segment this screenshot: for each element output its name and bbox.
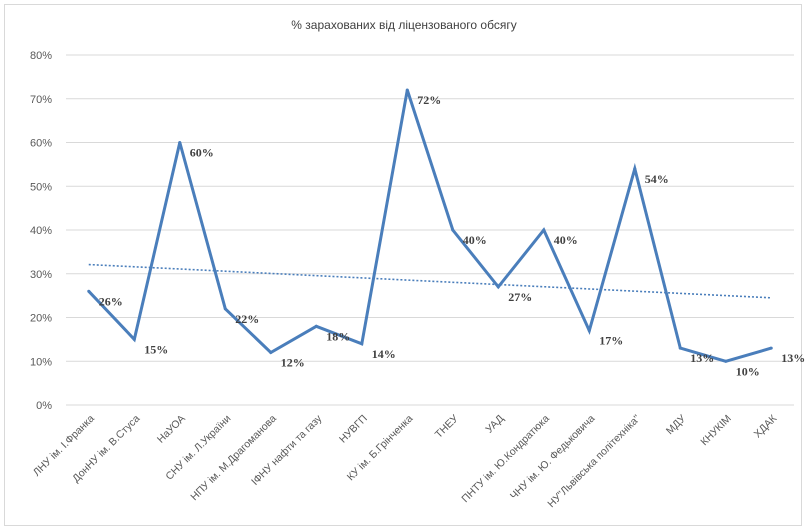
data-point <box>269 351 273 354</box>
data-point <box>724 359 728 363</box>
x-tick-label: НУ"Львівська політехніка" <box>545 412 643 510</box>
x-tick-label: НУВГП <box>337 413 370 446</box>
x-tick-label: НаУОА <box>155 413 188 446</box>
data-point <box>360 342 364 346</box>
data-label: 72% <box>417 93 441 107</box>
y-tick-label: 20% <box>30 313 52 325</box>
y-tick-label: 40% <box>30 225 52 237</box>
x-tick-label: УАД <box>483 413 506 436</box>
data-point <box>496 285 500 289</box>
y-tick-label: 60% <box>30 138 52 150</box>
data-label: 27% <box>508 290 532 304</box>
y-tick-label: 80% <box>30 50 52 62</box>
chart-title: % зарахованих від ліцензованого обсягу <box>291 18 517 32</box>
data-point <box>633 167 637 171</box>
data-label: 22% <box>235 312 259 326</box>
trendline <box>88 263 772 299</box>
y-tick-label: 70% <box>30 94 52 106</box>
data-label: 10% <box>736 364 760 378</box>
data-label: 15% <box>144 342 168 356</box>
data-point <box>87 289 91 293</box>
y-tick-label: 30% <box>30 269 52 281</box>
data-label: 13% <box>781 351 805 365</box>
data-label: 14% <box>372 347 396 361</box>
x-tick-label: ХДАК <box>752 412 780 440</box>
data-label: 18% <box>326 329 350 343</box>
data-point <box>769 346 773 350</box>
y-tick-label: 0% <box>36 400 52 412</box>
y-tick-label: 10% <box>30 356 52 368</box>
data-label: 60% <box>190 146 214 160</box>
data-point <box>223 307 227 311</box>
y-tick-label: 50% <box>30 181 52 193</box>
data-label: 40% <box>463 233 487 247</box>
data-point <box>314 324 318 328</box>
x-tick-label: НПУ ім. М.Драгоманова <box>188 413 279 504</box>
data-point <box>678 346 682 350</box>
data-label: 12% <box>281 356 305 370</box>
x-tick-label: ТНЕУ <box>433 412 461 440</box>
x-tick-label: ЧНУ ім. Ю. Федьковича <box>508 413 598 503</box>
chart-frame <box>4 4 802 526</box>
data-point <box>451 228 455 232</box>
x-tick-label: ПНТУ ім. Ю.Кондратюка <box>459 413 552 506</box>
data-point <box>178 141 182 144</box>
data-point <box>405 88 409 92</box>
data-point <box>587 329 591 333</box>
data-label: 40% <box>554 233 578 247</box>
data-label: 17% <box>599 334 623 348</box>
data-label: 54% <box>645 172 669 186</box>
data-point <box>132 337 136 341</box>
data-label: 26% <box>99 294 123 308</box>
data-label: 13% <box>690 351 714 365</box>
x-tick-label: МДУ <box>664 412 689 437</box>
x-tick-label: КНУКІМ <box>698 413 733 448</box>
series-line <box>87 89 772 363</box>
data-point <box>542 228 546 232</box>
